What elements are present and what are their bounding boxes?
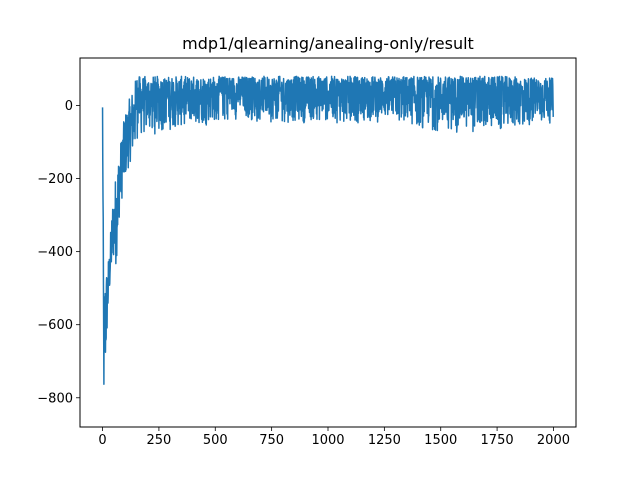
- y-tick-label: 0: [65, 99, 73, 114]
- x-tick-label: 250: [146, 433, 171, 448]
- y-tick-label: −800: [37, 391, 73, 406]
- y-axis: −800 −600 −400 −200 0: [37, 99, 80, 406]
- x-tick-label: 2000: [537, 433, 570, 448]
- x-tick-label: 1000: [311, 433, 344, 448]
- x-tick-label: 1750: [481, 433, 514, 448]
- axes-frame: [79, 57, 577, 428]
- x-tick-label: 750: [259, 433, 284, 448]
- x-axis: 0 250 500 750 1000 1250 1500 1750 2000: [98, 427, 570, 448]
- x-tick-label: 0: [98, 433, 106, 448]
- y-tick-label: −400: [37, 245, 73, 260]
- plot-area: [101, 75, 554, 386]
- x-tick-label: 500: [203, 433, 228, 448]
- x-tick-label: 1250: [368, 433, 401, 448]
- y-tick-label: −200: [37, 172, 73, 187]
- chart-title: mdp1/qlearning/anealing-only/result: [182, 34, 474, 53]
- series-line: [101, 75, 554, 386]
- x-tick-label: 1500: [424, 433, 457, 448]
- y-tick-label: −600: [37, 318, 73, 333]
